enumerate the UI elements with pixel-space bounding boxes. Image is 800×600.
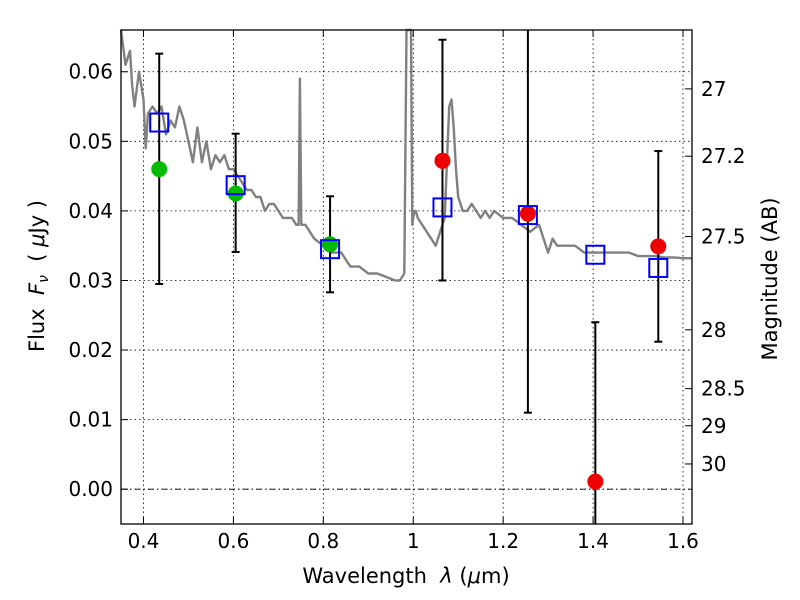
model-sed-polyline: [119, 28, 692, 282]
y2-tick-label: 27.5: [701, 225, 746, 249]
y-tick-label: 0.04: [68, 199, 113, 223]
y2-tick-label: 29: [701, 414, 726, 438]
synthetic-photometry-square: [432, 197, 453, 218]
y-tick-label: 0.00: [68, 477, 113, 501]
synthetic-photometry-square: [648, 257, 669, 278]
y2-tick-label: 30: [701, 452, 726, 476]
model-sed-line: [119, 28, 692, 282]
nir-data-point: [650, 238, 667, 255]
synthetic-photometry-square: [320, 239, 341, 260]
y-axis-label: Flux Fν ( μJy ): [25, 200, 52, 352]
synthetic-photometry-square: [517, 205, 538, 226]
x-axis-ticks: 0.4 0.6 0.8 1 1.2 1.4 1.6: [128, 30, 699, 553]
synthetic-photometry-squares: [149, 112, 669, 278]
x-tick-label: 1: [407, 529, 420, 553]
y2-axis-label: Magnitude (AB): [758, 197, 782, 360]
x-tick-label: 0.8: [307, 529, 339, 553]
y2-tick-label: 27: [701, 77, 726, 101]
x-tick-label: 1.4: [577, 529, 609, 553]
y-tick-label: 0.06: [68, 60, 113, 84]
synthetic-photometry-square: [149, 112, 170, 133]
x-tick-label: 1.6: [667, 529, 699, 553]
y2-axis-ticks: 27 27.2 27.5 28 28.5 29 30: [685, 77, 746, 476]
plot-frame: [120, 29, 693, 525]
y2-tick-label: 28: [701, 318, 726, 342]
hst-data-point: [322, 236, 339, 253]
nir-data-point: [519, 205, 536, 222]
y-tick-label: 0.02: [68, 338, 113, 362]
x-tick-label: 0.4: [128, 529, 160, 553]
y2-tick-label: 28.5: [701, 377, 746, 401]
synthetic-photometry-square: [585, 244, 606, 265]
nir-data-point: [587, 473, 604, 490]
y-tick-label: 0.05: [68, 129, 113, 153]
synthetic-photometry-square: [225, 175, 246, 196]
y-axis-ticks: 0.00 0.01 0.02 0.03 0.04 0.05 0.06: [68, 60, 128, 501]
error-bars: [155, 30, 663, 524]
x-axis-label: Wavelength λ (μm): [302, 564, 509, 588]
y-tick-label: 0.03: [68, 268, 113, 292]
nir-data-point: [434, 152, 451, 169]
x-tick-label: 0.6: [217, 529, 249, 553]
y2-tick-label: 27.2: [701, 144, 746, 168]
y-tick-label: 0.01: [68, 408, 113, 432]
hst-data-point: [151, 161, 168, 178]
observed-points: [151, 152, 667, 490]
x-tick-label: 1.2: [487, 529, 519, 553]
